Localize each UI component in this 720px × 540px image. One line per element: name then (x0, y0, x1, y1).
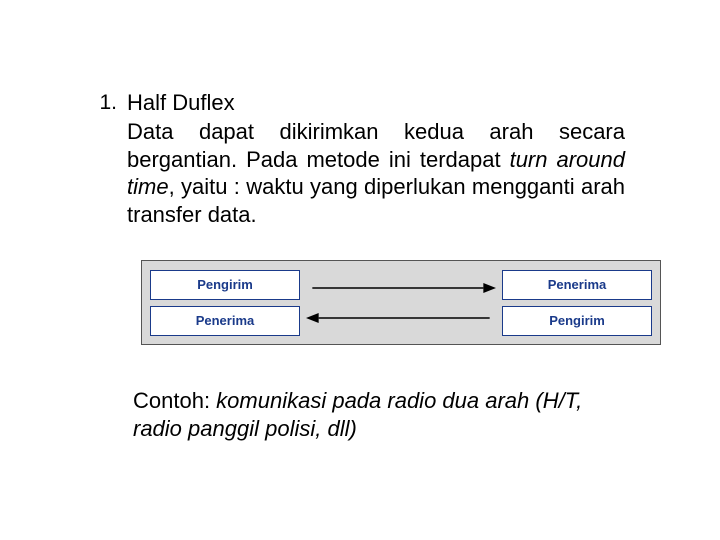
body-text-2: , yaitu : waktu yang diperlukan menggant… (127, 174, 625, 227)
box-left-bottom: Penerima (150, 306, 300, 336)
box-left-top: Pengirim (150, 270, 300, 300)
diagram: Pengirim Penerima Penerima Pengirim (141, 260, 661, 345)
example-text: Contoh: komunikasi pada radio dua arah (… (133, 387, 625, 442)
list-number: 1. (95, 90, 117, 115)
item-title: Half Duflex (127, 90, 625, 116)
example-label: Contoh: (133, 388, 216, 413)
diagram-right-stack: Penerima Pengirim (502, 270, 652, 336)
slide: 1. Half Duflex Data dapat dikirimkan ked… (0, 0, 720, 540)
box-right-top: Penerima (502, 270, 652, 300)
list-item-content: Half Duflex Data dapat dikirimkan kedua … (127, 90, 625, 228)
diagram-left-stack: Pengirim Penerima (150, 270, 300, 336)
diagram-arrows (306, 270, 496, 336)
box-right-bottom: Pengirim (502, 306, 652, 336)
item-body: Data dapat dikirimkan kedua arah secara … (127, 118, 625, 228)
arrows-svg (306, 270, 496, 336)
list-item: 1. Half Duflex Data dapat dikirimkan ked… (95, 90, 625, 228)
